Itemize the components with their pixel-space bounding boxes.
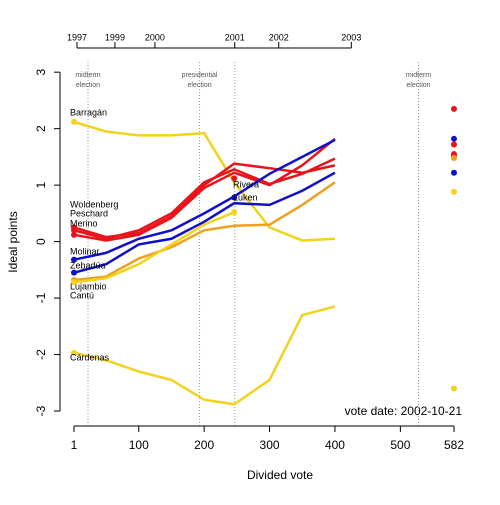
y-tick-label: -3 bbox=[34, 405, 48, 416]
y-tick-label: 1 bbox=[34, 181, 48, 188]
series-name: Cárdenas bbox=[70, 352, 110, 362]
series-line bbox=[73, 120, 336, 242]
x-tick-label: 200 bbox=[194, 438, 214, 452]
top-tick-label: 2003 bbox=[341, 32, 361, 42]
series-name: Barragán bbox=[70, 107, 107, 117]
series-name: Zebadúa bbox=[70, 260, 106, 270]
final-point bbox=[451, 385, 457, 392]
series-line bbox=[73, 157, 336, 241]
series-line bbox=[73, 181, 336, 282]
reference-label: election bbox=[76, 82, 100, 89]
x-tick-label: 1 bbox=[71, 438, 78, 452]
series-point bbox=[231, 175, 238, 182]
x-tick-label: 500 bbox=[390, 438, 410, 452]
reference-label: election bbox=[188, 82, 212, 89]
final-point bbox=[451, 105, 457, 112]
series-name: Cantú bbox=[70, 290, 94, 300]
top-tick-label: 1999 bbox=[105, 32, 125, 42]
series-name: Lujambio bbox=[70, 281, 107, 291]
series-point bbox=[71, 227, 77, 234]
top-tick-label: 2000 bbox=[145, 32, 165, 42]
x-tick-label: 300 bbox=[260, 438, 280, 452]
series-name: Merino bbox=[70, 218, 98, 228]
final-point bbox=[451, 135, 457, 142]
y-tick-label: 0 bbox=[34, 238, 48, 245]
series-point bbox=[231, 194, 238, 201]
series-point bbox=[71, 256, 77, 263]
series-point bbox=[231, 209, 238, 216]
series-point bbox=[71, 269, 77, 276]
vote-date: vote date: 2002-10-21 bbox=[345, 404, 463, 418]
series-line bbox=[73, 138, 336, 261]
final-point bbox=[451, 188, 457, 195]
series-name: Molinar bbox=[70, 246, 100, 256]
y-tick-label: 2 bbox=[34, 125, 48, 132]
series-line bbox=[73, 171, 336, 274]
series-point bbox=[71, 231, 77, 238]
series-point bbox=[71, 349, 77, 356]
reference-label: midterm bbox=[406, 72, 431, 79]
series-name: Peschard bbox=[70, 208, 108, 218]
reference-label: election bbox=[406, 82, 430, 89]
x-axis-label: Divided vote bbox=[247, 468, 313, 482]
top-tick-label: 2001 bbox=[225, 32, 245, 42]
series-line bbox=[73, 137, 336, 242]
y-tick-label: -2 bbox=[34, 349, 48, 360]
top-tick-label: 1997 bbox=[67, 32, 87, 42]
y-tick-label: -1 bbox=[34, 292, 48, 303]
series-name: Luken bbox=[233, 192, 258, 202]
series-line bbox=[73, 211, 235, 284]
x-tick-label: 400 bbox=[325, 438, 345, 452]
final-point bbox=[451, 141, 457, 148]
top-tick-label: 2002 bbox=[269, 32, 289, 42]
y-tick-label: 3 bbox=[34, 69, 48, 76]
reference-label: presidential bbox=[182, 72, 218, 79]
final-point bbox=[451, 155, 457, 162]
series-point bbox=[71, 279, 77, 286]
x-tick-label: 100 bbox=[129, 438, 149, 452]
series-line bbox=[73, 305, 336, 406]
reference-label: midterm bbox=[75, 72, 100, 79]
series-point bbox=[71, 118, 77, 125]
series-name: Rivera bbox=[233, 179, 259, 189]
y-axis-label: Ideal points bbox=[6, 211, 20, 272]
final-point bbox=[451, 169, 457, 176]
series-name: Woldenberg bbox=[70, 199, 118, 209]
x-tick-label: 582 bbox=[444, 438, 464, 452]
